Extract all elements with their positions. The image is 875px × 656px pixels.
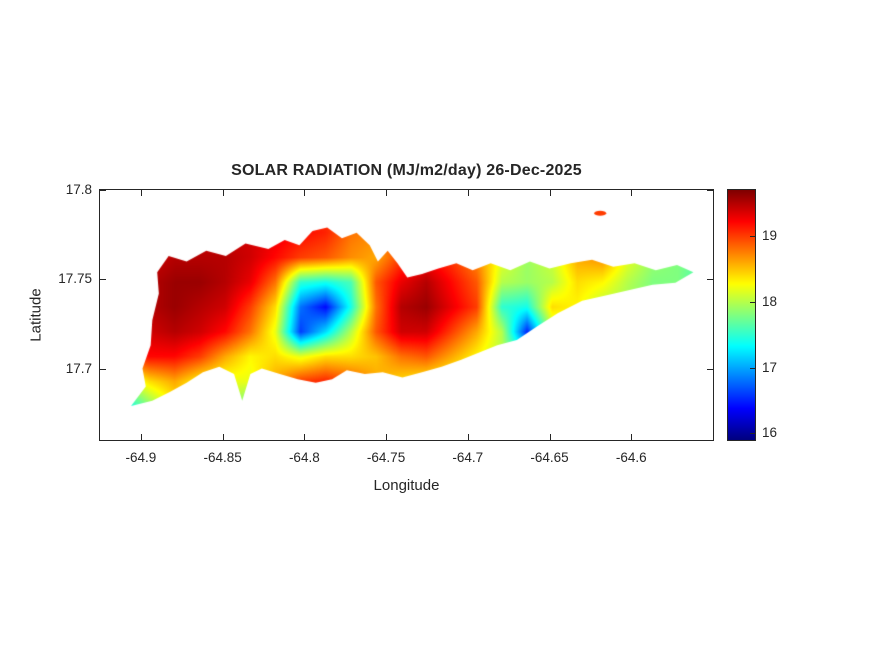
colorbar-tick-label: 16 <box>762 425 778 441</box>
colorbar-tick-mark <box>750 236 755 238</box>
x-tick-label: -64.6 <box>615 450 647 465</box>
colorbar <box>727 189 756 441</box>
heatmap-canvas <box>100 190 713 440</box>
y-tick-mark <box>100 279 106 281</box>
y-tick-mark <box>707 368 713 370</box>
x-tick-label: -64.9 <box>125 450 157 465</box>
y-tick-label: 17.75 <box>58 271 92 287</box>
x-tick-label: -64.7 <box>452 450 484 465</box>
y-tick-label: 17.8 <box>65 182 92 197</box>
plot-area <box>99 189 714 441</box>
y-tick-label: 17.7 <box>65 360 92 376</box>
x-tick-mark <box>222 190 224 196</box>
x-tick-label: -64.75 <box>366 450 406 465</box>
x-tick-mark <box>467 190 469 196</box>
colorbar-tick-mark <box>750 301 755 303</box>
x-tick-mark <box>549 190 551 196</box>
y-tick-mark <box>100 190 106 191</box>
x-tick-label: -64.65 <box>530 450 569 465</box>
y-tick-mark <box>100 368 106 370</box>
x-tick-mark <box>304 434 306 440</box>
colorbar-gradient <box>728 190 755 440</box>
colorbar-tick-label: 19 <box>762 228 778 244</box>
y-tick-mark <box>707 279 713 281</box>
x-tick-mark <box>549 434 551 440</box>
y-axis-label: Latitude <box>27 288 45 342</box>
colorbar-tick-label: 18 <box>762 293 778 309</box>
colorbar-tick-mark <box>750 367 755 369</box>
x-tick-mark <box>140 434 142 440</box>
y-tick-mark <box>707 190 713 191</box>
x-tick-mark <box>386 434 388 440</box>
x-tick-mark <box>222 434 224 440</box>
x-tick-label: -64.8 <box>288 450 320 465</box>
colorbar-tick-mark <box>750 433 755 435</box>
colorbar-tick-label: 17 <box>762 359 778 375</box>
x-tick-mark <box>631 434 633 440</box>
x-tick-mark <box>467 434 469 440</box>
x-tick-label: -64.85 <box>203 450 242 465</box>
x-tick-mark <box>386 190 388 196</box>
x-tick-mark <box>304 190 306 196</box>
x-tick-mark <box>631 190 633 196</box>
x-axis-label: Longitude <box>373 477 440 494</box>
x-tick-mark <box>140 190 142 196</box>
chart-title: SOLAR RADIATION (MJ/m2/day) 26-Dec-2025 <box>231 162 582 179</box>
